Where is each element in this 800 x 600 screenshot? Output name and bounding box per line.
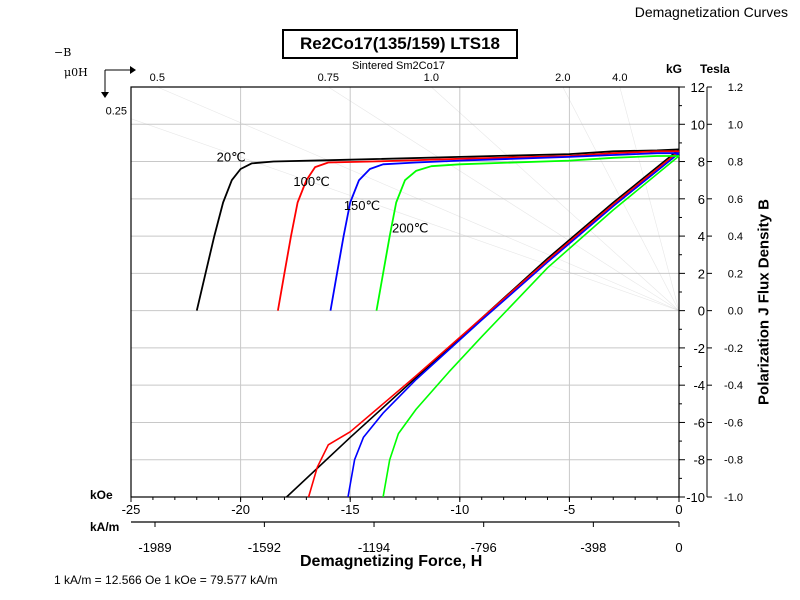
load-line (157, 86, 680, 311)
y2-tick-label: -0.4 (724, 380, 743, 392)
series-label: 150℃ (344, 198, 380, 213)
corner-arrowhead-v (101, 92, 109, 98)
x2-tick-label: -398 (580, 540, 606, 555)
x-axis-title: Demagnetizing Force, H (300, 553, 483, 570)
y2-tick-label: -0.2 (724, 343, 743, 355)
y-tick-label: 8 (698, 155, 705, 170)
y2-tick-label: -1.0 (724, 492, 743, 504)
unit-conversion-note: 1 kA/m = 12.566 Oe 1 kOe = 79.577 kA/m (54, 573, 278, 587)
corner-label-mu0h: μ0H (64, 66, 88, 79)
x-tick-label: -10 (450, 502, 469, 517)
load-line (130, 118, 680, 311)
series-j-line (329, 152, 679, 311)
y-tick-label: 12 (691, 80, 705, 95)
load-line-label: 1.0 (424, 72, 439, 84)
x2-tick-label: -796 (471, 540, 497, 555)
load-line (619, 86, 680, 311)
y-tick-label: -2 (693, 341, 705, 356)
series-b-line (382, 155, 680, 498)
y-tick-label: 0 (698, 304, 705, 319)
series-label: 200℃ (392, 221, 428, 236)
load-line-label: 0.75 (318, 72, 339, 84)
series-j-line (375, 155, 679, 311)
x-tick-label: 0 (675, 502, 682, 517)
corner-arrowhead-h (130, 66, 136, 74)
y2-tick-label: -0.8 (724, 455, 743, 467)
y2-tick-label: 1.0 (728, 119, 743, 131)
load-line (431, 86, 680, 311)
y-tick-label: 6 (698, 192, 705, 207)
y-tick-label: -4 (693, 378, 705, 393)
x-tick-label: -5 (564, 502, 576, 517)
y2-tick-label: -0.6 (724, 417, 743, 429)
x2-tick-label: -1592 (248, 540, 281, 555)
y2-tick-label: 0.2 (728, 268, 743, 280)
y2-tick-label: 0.0 (728, 306, 743, 318)
y-tick-label: -6 (693, 415, 705, 430)
corner-label-b: −B (54, 46, 72, 59)
series-b-line (347, 152, 680, 498)
y-tick-label: -8 (693, 453, 705, 468)
plot-frame (130, 86, 680, 498)
load-line-label: 0.5 (150, 72, 165, 84)
chart-title: Re2Co17(135/159) LTS18 (282, 29, 518, 59)
y-tick-label: 4 (698, 229, 705, 244)
series-label: 100℃ (293, 174, 329, 189)
x-tick-label: -25 (122, 502, 141, 517)
y2-tick-label: 0.8 (728, 157, 743, 169)
x2-tick-label: 0 (675, 540, 682, 555)
x-unit-label: kOe (90, 488, 113, 502)
x2-tick-label: -1989 (138, 540, 171, 555)
header-title: Demagnetization Curves (634, 4, 788, 20)
y-tick-label: -10 (686, 490, 705, 505)
load-line-label: 0.25 (106, 106, 127, 118)
load-line-label: 2.0 (555, 72, 570, 84)
y2-tick-label: 1.2 (728, 82, 743, 94)
y2-tick-label: 0.6 (728, 194, 743, 206)
chart-subtitle: Sintered Sm2Co17 (352, 60, 445, 72)
x2-tick-label: -1194 (358, 540, 390, 555)
x2-unit-label: kA/m (90, 520, 120, 534)
load-line-label: 4.0 (612, 72, 627, 84)
y2-tick-label: 0.4 (728, 231, 743, 243)
series-j-line (195, 148, 680, 311)
load-line (328, 86, 680, 311)
series-j-line (277, 150, 679, 311)
x-tick-label: -15 (341, 502, 360, 517)
series-label: 20℃ (217, 150, 246, 165)
y-axis-title: Polarization J Flux Density B (755, 199, 773, 405)
y2-unit-label: Tesla (700, 62, 730, 76)
x-tick-label: -20 (231, 502, 250, 517)
y-unit-label: kG (666, 62, 683, 76)
y-tick-label: 10 (691, 117, 705, 132)
series-b-line (307, 150, 680, 498)
y-tick-label: 2 (698, 266, 705, 281)
